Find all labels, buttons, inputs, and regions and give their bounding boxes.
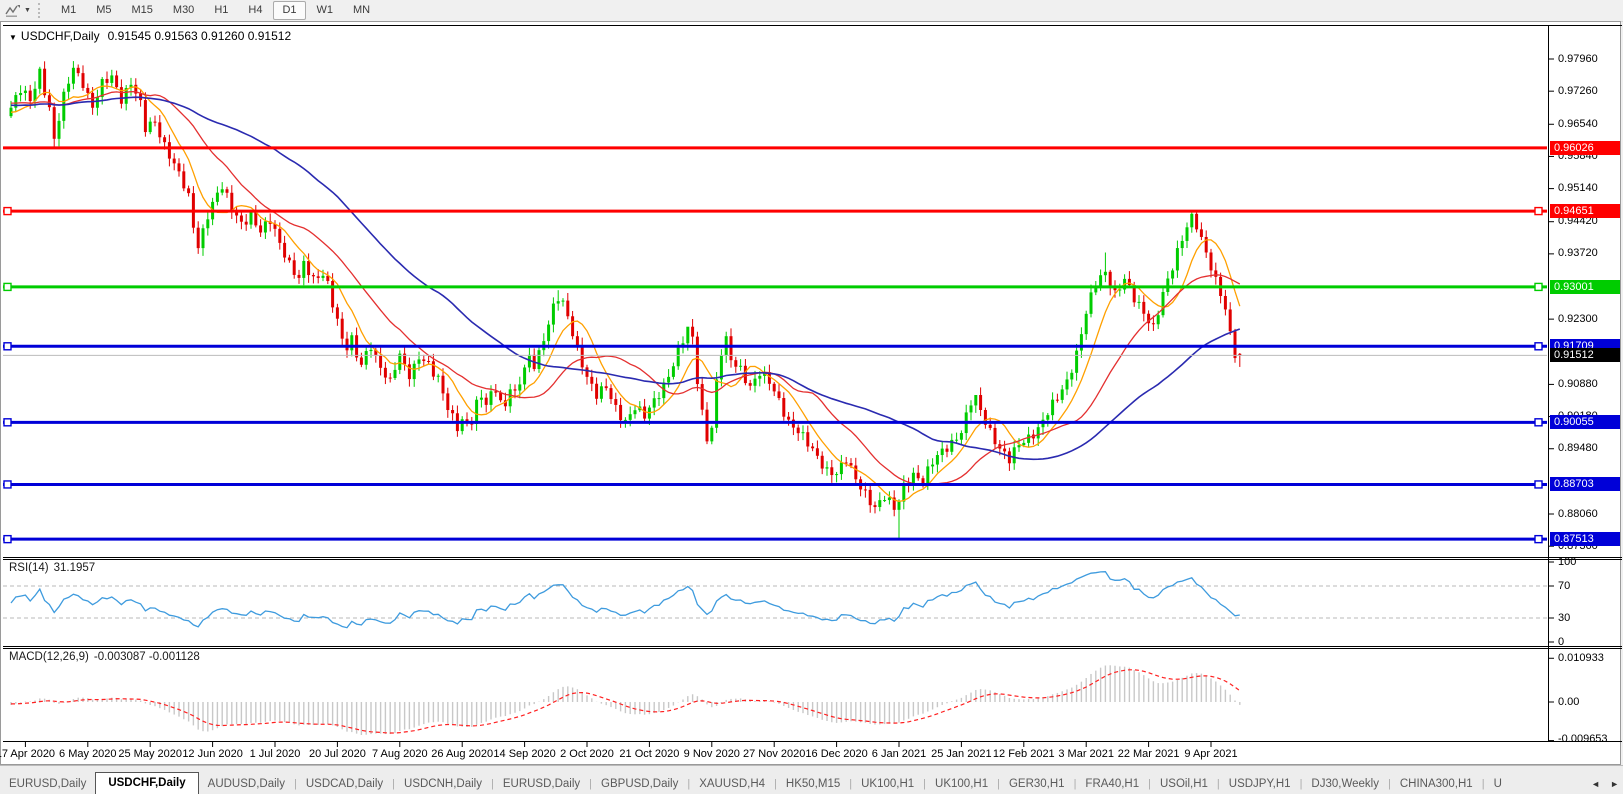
tab-separator: | [293, 778, 297, 790]
hline-handle-right[interactable] [1534, 534, 1543, 544]
timeframe-button-m5[interactable]: M5 [96, 4, 112, 16]
chart-tab-eurusd-daily[interactable]: EURUSD,Daily [502, 778, 581, 790]
hline-handle-left[interactable] [3, 206, 12, 216]
hline-handle-right[interactable] [1534, 418, 1543, 427]
timeframe-button-m15[interactable]: M15 [131, 4, 153, 16]
timeframe-button-h1[interactable]: H1 [214, 4, 229, 16]
ma-medium-line [11, 90, 1241, 486]
tab-separator: | [1387, 778, 1391, 790]
timeframe-button-mn[interactable]: MN [353, 4, 371, 16]
macd-values: -0.003087 -0.001128 [93, 651, 200, 663]
tab-separator: | [923, 778, 927, 790]
chart-tab-eurusd-daily[interactable]: EURUSD,Daily [9, 778, 87, 790]
chart-tab-usdcad-daily[interactable]: USDCAD,Daily [305, 778, 384, 790]
chart-tab-uk100-h1[interactable]: UK100,H1 [861, 778, 915, 790]
chart-tab-hk50-m15[interactable]: HK50,M15 [785, 778, 841, 790]
chart-title: ▼ USDCHF,Daily 0.91545 0.91563 0.91260 0.9… [9, 29, 291, 43]
tab-separator: | [1216, 778, 1220, 790]
chart-canvas[interactable] [1, 22, 1623, 766]
chart-tab-usoil-h1[interactable]: USOil,H1 [1159, 778, 1208, 790]
hline-handle-right[interactable] [1534, 342, 1543, 351]
rsi-line [10, 571, 1240, 629]
top-toolbar: ▼ M1 M5 M15 M30 H1 H4 D1 W1 MN [0, 0, 1623, 22]
macd-histogram [10, 665, 1241, 735]
chart-tab-dj30-weekly[interactable]: DJ30,Weekly [1311, 778, 1379, 790]
tab-separator: | [997, 778, 1000, 790]
macd-signal-line [11, 669, 1241, 734]
timeframe-button-group: M1 M5 M15 M30 H1 H4 D1 W1 MN [51, 0, 380, 21]
chart-tab-bar: EURUSD,Daily USDCHF,Daily AUDUSD,Daily | USD… [0, 765, 1623, 794]
hline-handle-left[interactable] [3, 480, 12, 489]
chart-tab-china300-h1[interactable]: CHINA300,H1 [1399, 778, 1473, 790]
tab-scroll-left-icon[interactable]: ◄ [1591, 779, 1601, 789]
hline-handle-right[interactable] [1534, 480, 1543, 489]
candlestick-series [9, 61, 1242, 539]
chart-line-icon [5, 4, 20, 17]
chart-window: ▼ USDCHF,Daily 0.91545 0.91563 0.91260 0.9… [0, 21, 1623, 766]
macd-label: MACD(12,26,9) [9, 651, 89, 663]
timeframe-button-m1[interactable]: M1 [60, 4, 77, 16]
tab-separator: | [1481, 778, 1485, 790]
tab-separator: | [687, 778, 691, 790]
tab-separator: | [774, 778, 777, 790]
rsi-label: RSI(14) [9, 562, 49, 574]
timeframe-button-h4[interactable]: H4 [248, 4, 263, 16]
timeframe-button-m30[interactable]: M30 [172, 4, 195, 16]
chart-tab-ger30-h1[interactable]: GER30,H1 [1008, 778, 1065, 790]
hline-handle-left[interactable] [3, 282, 12, 292]
rsi-pane-label: RSI(14) 31.1957 [9, 562, 95, 574]
chart-ohlc-values: 0.91545 0.91563 0.91260 0.91512 [107, 29, 292, 43]
tab-strip: EURUSD,Daily USDCHF,Daily AUDUSD,Daily | USD… [0, 772, 1511, 794]
chart-tab-gbpusd-daily[interactable]: GBPUSD,Daily [601, 778, 679, 790]
chart-tab-audusd-daily[interactable]: AUDUSD,Daily [207, 778, 285, 790]
tab-separator: | [1073, 778, 1077, 790]
chart-tab-uk100-h1[interactable]: UK100,H1 [935, 778, 989, 790]
macd-pane-label: MACD(12,26,9) -0.003087 -0.001128 [9, 651, 200, 663]
tab-separator: | [1299, 778, 1303, 790]
tab-separator: | [392, 778, 396, 790]
hline-handle-left[interactable] [3, 534, 12, 544]
chart-tab-u[interactable]: U [1493, 778, 1502, 790]
hline-handle-left[interactable] [3, 342, 12, 351]
hline-handle-right[interactable] [1534, 206, 1543, 216]
tab-separator: | [589, 778, 593, 790]
chart-tab-usdcnh-daily[interactable]: USDCNH,Daily [404, 778, 482, 790]
tab-separator: | [849, 778, 853, 790]
dropdown-caret-icon: ▼ [24, 7, 31, 14]
hline-handle-right[interactable] [1534, 282, 1543, 292]
toolbar-gripper[interactable] [37, 3, 45, 18]
chart-tab-xauusd-h4[interactable]: XAUUSD,H4 [699, 778, 766, 790]
tab-separator: | [1148, 778, 1151, 790]
tab-scroll-arrows: ◄ ► [1583, 779, 1619, 789]
chart-symbol-label: USDCHF,Daily [20, 29, 100, 43]
tab-separator: | [490, 778, 494, 790]
timeframe-button-w1[interactable]: W1 [316, 4, 334, 16]
indicators-icon[interactable]: ▼ [0, 1, 36, 20]
chart-tab-usdjpy-h1[interactable]: USDJPY,H1 [1228, 778, 1291, 790]
timeframe-button-d1[interactable]: D1 [273, 1, 306, 20]
tab-scroll-right-icon[interactable]: ► [1610, 779, 1619, 789]
chart-tab-fra40-h1[interactable]: FRA40,H1 [1085, 778, 1140, 790]
ma-slow-line [10, 96, 1241, 461]
rsi-value: 31.1957 [53, 562, 96, 574]
hline-handle-left[interactable] [3, 418, 12, 427]
chart-tab-usdchf-daily[interactable]: USDCHF,Daily [95, 772, 199, 794]
collapse-caret-icon[interactable]: ▼ [9, 33, 17, 42]
